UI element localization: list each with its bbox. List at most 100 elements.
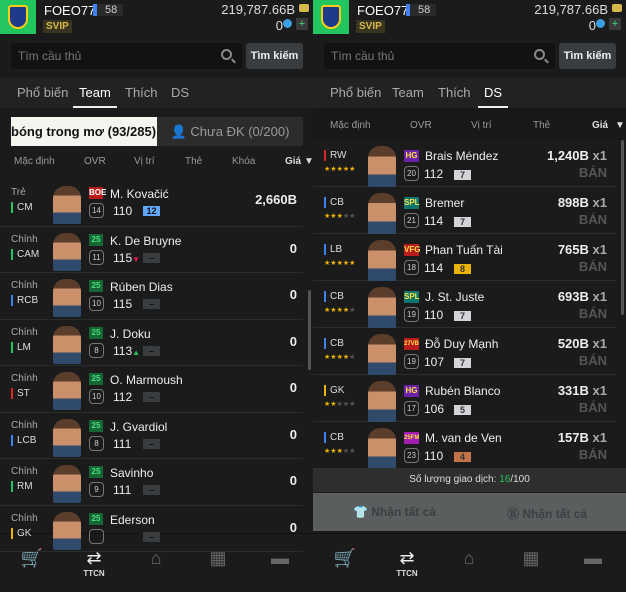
upgrade-level: 7 [454,311,471,321]
tab-1[interactable]: Team [392,85,424,100]
sort-1[interactable]: OVR [84,156,106,167]
coin-balance: 219,787.66B [534,2,608,17]
trade-count: Số lượng giao dịch: 16/100 [313,468,626,492]
bag-icon[interactable]: ▬ [271,548,289,568]
cart-icon[interactable]: 🛒 [333,548,357,568]
sort-2[interactable]: Vị trí [471,120,492,131]
upgrade-level: – [143,438,160,449]
sort-desc-icon: ▼ [304,156,313,167]
season-badge: 27VB [404,338,419,350]
upgrade-level: 12 [143,206,160,216]
cart-icon[interactable]: 🛒 [20,548,44,568]
price: 0 [289,473,297,488]
search-button[interactable]: Tìm kiếm [559,43,616,69]
search-input[interactable]: Tìm cầu thủ [11,43,242,69]
sort-1[interactable]: OVR [410,120,432,131]
listing-row[interactable]: CB ★★★★★ SPL 21 Bremer 114 7 898B x1 BÁN [313,187,616,234]
price: 0 [289,380,297,395]
sort-3[interactable]: Thẻ [533,120,551,131]
home-icon[interactable]: ⌂ [463,548,475,568]
grade-icon: 19 [404,307,419,322]
grade-icon: 23 [404,448,419,463]
season-badge: 25FM [404,432,419,444]
transfer-icon[interactable]: ⇄ TTCN [83,548,105,578]
sell-button[interactable]: BÁN [578,306,607,321]
listing-row[interactable]: CB ★★★★★ 25FM 23 M. van de Ven 110 4 157… [313,422,616,469]
claim-players-button[interactable]: 👕 Nhận tất cả [353,505,436,519]
scrollbar[interactable] [308,290,311,370]
listing-row[interactable]: LB ★★★★★ VFG 18 Phan Tuấn Tài 114 8 765B… [313,234,616,281]
unregistered-tab[interactable]: 👤 Chưa ĐK (0/200) [157,117,303,146]
player-photo [368,334,396,375]
player-photo [368,193,396,234]
season-badge: SPL [404,197,420,209]
player-photo [53,465,81,503]
tab-0[interactable]: Phổ biến [330,85,382,100]
search-icon[interactable] [534,49,545,60]
player-photo [53,279,81,317]
upgrade-level: – [143,252,160,263]
registered-tab[interactable]: bóng trong mơ (93/285) [11,117,157,146]
grade-icon: 10 [89,389,104,404]
listing-row[interactable]: CB ★★★★★ SPL 19 J. St. Juste 110 7 693B … [313,281,616,328]
upgrade-level: 4 [454,452,471,462]
search-button[interactable]: Tìm kiếm [246,43,303,69]
star-rating: ★★★★★ [324,448,356,455]
pitch-icon[interactable]: ▦ [209,548,227,568]
player-row[interactable]: Chính ST 25 10 O. Marmoush 112 – 0 [0,366,303,413]
sort-0[interactable]: Mặc định [14,156,55,167]
sell-button[interactable]: BÁN [578,165,607,180]
price: 898B [557,195,589,210]
tab-3[interactable]: DS [477,85,509,108]
grade-icon: 19 [404,354,419,369]
tab-2[interactable]: Thích [125,85,158,100]
add-fc-button[interactable]: + [609,18,621,30]
club-logo[interactable] [313,0,349,34]
sort-2[interactable]: Vị trí [134,156,155,167]
player-row[interactable]: Chính RM 25 9 Savinho 111 – 0 [0,459,303,506]
season-badge: HG [404,385,419,397]
claim-coins-button[interactable]: Ⓑ Nhận tất cả [507,507,588,521]
tab-1[interactable]: Team [73,85,117,108]
scrollbar[interactable] [621,140,624,315]
player-row[interactable]: Trẻ CM BOE 14 M. Kovačić 110 12 2,660B [0,180,303,227]
player-row[interactable]: Chính RCB 25 10 Rúben Dias 115 – 0 [0,273,303,320]
sell-button[interactable]: BÁN [578,259,607,274]
search-icon[interactable] [221,49,232,60]
vip-badge: SVIP [43,20,72,33]
sell-button[interactable]: BÁN [578,400,607,415]
sort-0[interactable]: Mặc định [330,120,371,131]
search-input[interactable]: Tìm cầu thủ [324,43,555,69]
player-row[interactable]: Chính LM 25 8 J. Doku 113▲ – 0 [0,320,303,366]
home-icon[interactable]: ⌂ [150,548,162,568]
sort-3[interactable]: Thẻ [185,156,203,167]
upgrade-level: – [143,299,160,309]
pitch-icon[interactable]: ▦ [522,548,540,568]
player-row[interactable]: Chính CAM 25 11 K. De Bruyne 115▼ – 0 [0,227,303,273]
grade-icon: 21 [404,213,419,228]
player-row[interactable]: Chính LCB 25 8 J. Gvardiol 111 – 0 [0,413,303,459]
listing-row[interactable]: RW ★★★★★ HG 20 Brais Méndez 112 7 1,240B… [313,140,616,187]
upgrade-level: 7 [454,358,471,368]
sort-desc-icon: ▼ [615,120,625,131]
sell-button[interactable]: BÁN [578,447,607,462]
player-row[interactable]: Chính GK 25 Ederson – 0 [0,506,303,552]
add-fc-button[interactable]: + [296,18,308,30]
tab-0[interactable]: Phổ biến [17,85,69,100]
club-logo[interactable] [0,0,36,34]
sort-5[interactable]: Giá [285,156,302,167]
sort-4[interactable]: Giá [592,120,609,131]
listing-row[interactable]: CB ★★★★★ 27VB 19 Đỗ Duy Mạnh 107 7 520B … [313,328,616,375]
tab-3[interactable]: DS [171,85,190,100]
sort-4[interactable]: Khóa [232,156,256,167]
bag-icon[interactable]: ▬ [584,548,602,568]
grade-icon [89,528,104,544]
price: 0 [289,333,297,349]
sell-button[interactable]: BÁN [578,212,607,227]
listing-row[interactable]: GK ★★★★★ HG 17 Rubén Blanco 106 5 331B x… [313,375,616,422]
season-badge: VFG [404,244,421,256]
transfer-icon[interactable]: ⇄ TTCN [396,548,418,578]
sell-button[interactable]: BÁN [578,353,607,368]
season-badge: HG [404,150,419,162]
tab-2[interactable]: Thích [438,85,471,100]
